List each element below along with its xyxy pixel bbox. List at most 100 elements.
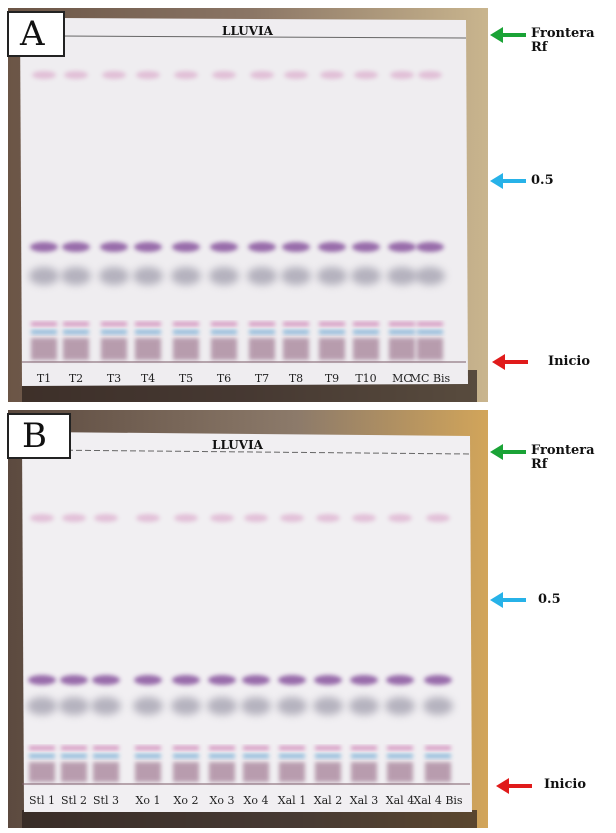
- blue-band: [351, 754, 377, 758]
- purple-band: [172, 242, 200, 252]
- blue-band: [29, 754, 55, 758]
- purple-band: [92, 675, 120, 685]
- blue-band: [63, 330, 89, 334]
- lane-b-7-spots: [241, 514, 271, 782]
- grey-band: [281, 267, 311, 285]
- grey-band: [387, 267, 417, 285]
- front-spot: [174, 514, 198, 522]
- front-spot: [250, 71, 274, 79]
- lane-label: Xo 1: [135, 794, 161, 807]
- blue-band: [279, 754, 305, 758]
- purple-band: [28, 675, 56, 685]
- lane-label: Stl 2: [61, 794, 87, 807]
- panel-b-half-label: 0.5: [538, 592, 561, 607]
- pink-band: [351, 746, 377, 750]
- front-spot: [136, 514, 160, 522]
- lane-b-1-spots: [27, 514, 57, 782]
- lane-b-6-spots: [207, 514, 237, 782]
- lane-label: T1: [36, 372, 52, 385]
- pink-band: [283, 322, 309, 326]
- lane-label: Xal 1: [277, 794, 307, 807]
- lane-label: T6: [216, 372, 232, 385]
- front-spot: [210, 514, 234, 522]
- purple-band: [318, 242, 346, 252]
- blue-band: [417, 330, 443, 334]
- grey-band: [171, 697, 201, 715]
- grey-band: [349, 697, 379, 715]
- grey-band: [423, 697, 453, 715]
- origin-band: [353, 338, 379, 360]
- start-arrow-b-icon: [496, 778, 532, 794]
- lane-label: Stl 1: [29, 794, 55, 807]
- lane-label: Xal 3: [349, 794, 379, 807]
- pink-band: [387, 746, 413, 750]
- origin-band: [319, 338, 345, 360]
- blue-band: [93, 754, 119, 758]
- origin-band: [417, 338, 443, 360]
- origin-band: [211, 338, 237, 360]
- grey-band: [313, 697, 343, 715]
- blue-band: [135, 754, 161, 758]
- purple-band: [388, 242, 416, 252]
- front-spot: [316, 514, 340, 522]
- blue-band: [389, 330, 415, 334]
- pink-band: [353, 322, 379, 326]
- lane-label: Xal 4: [385, 794, 415, 807]
- lane-a-7-spots: [247, 71, 277, 360]
- grey-band: [99, 267, 129, 285]
- front-arrow-b-icon: [490, 444, 526, 460]
- lane-a-9-spots: [317, 71, 347, 360]
- origin-band: [315, 762, 341, 782]
- front-arrow-a-icon: [490, 27, 526, 43]
- purple-band: [134, 675, 162, 685]
- front-spot: [102, 71, 126, 79]
- pink-band: [29, 746, 55, 750]
- front-spot: [354, 71, 378, 79]
- blue-band: [173, 754, 199, 758]
- purple-band: [424, 675, 452, 685]
- plate-a-title: LLUVIA: [222, 24, 273, 38]
- grey-band: [27, 697, 57, 715]
- lane-label: Xo 3: [209, 794, 235, 807]
- grey-band: [133, 697, 163, 715]
- half-arrow-b-icon: [490, 592, 526, 608]
- blue-band: [209, 754, 235, 758]
- blue-band: [249, 330, 275, 334]
- front-spot: [136, 71, 160, 79]
- blue-band: [135, 330, 161, 334]
- lane-label: Xo 2: [173, 794, 199, 807]
- blue-band: [31, 330, 57, 334]
- origin-band: [135, 338, 161, 360]
- plate-b-title: LLUVIA: [212, 438, 263, 452]
- panel-a-start-label: Inicio: [548, 354, 590, 369]
- lane-b-11-spots: [385, 514, 415, 782]
- lane-label: Stl 3: [93, 794, 119, 807]
- purple-band: [62, 242, 90, 252]
- lane-a-10-spots: [351, 71, 381, 360]
- pink-band: [135, 322, 161, 326]
- plate-b: [22, 432, 472, 812]
- front-spot: [280, 514, 304, 522]
- lane-label: T9: [324, 372, 340, 385]
- origin-band: [209, 762, 235, 782]
- pink-band: [209, 746, 235, 750]
- origin-band: [387, 762, 413, 782]
- blue-band: [315, 754, 341, 758]
- purple-band: [248, 242, 276, 252]
- front-spot: [284, 71, 308, 79]
- panel-a-label: A: [20, 14, 45, 54]
- pink-band: [315, 746, 341, 750]
- panel-a-half-label: 0.5: [531, 173, 554, 188]
- origin-band: [283, 338, 309, 360]
- purple-band: [60, 675, 88, 685]
- panel-a-front-label: Frontera Rf: [531, 26, 595, 55]
- grey-band: [171, 267, 201, 285]
- origin-band: [351, 762, 377, 782]
- pink-band: [61, 746, 87, 750]
- purple-band: [134, 242, 162, 252]
- panel-a-label-box: [7, 11, 65, 57]
- blue-band: [61, 754, 87, 758]
- origin-band: [173, 338, 199, 360]
